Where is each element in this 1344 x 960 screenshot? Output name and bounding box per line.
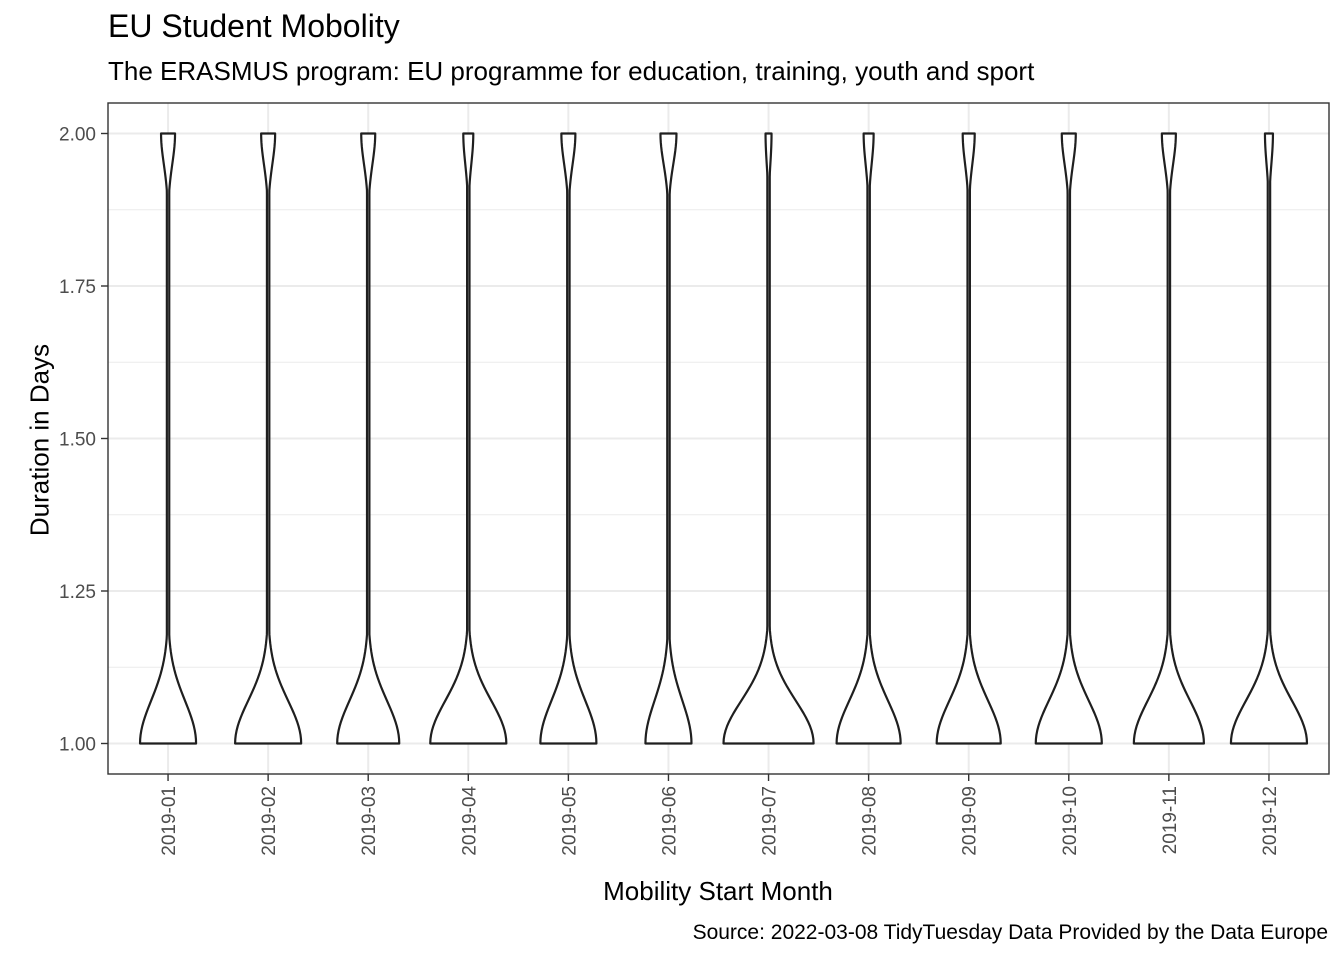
violin-2019-04 (429, 132, 508, 745)
x-tick-label: 2019-05 (559, 786, 580, 856)
x-tick-label: 2019-04 (459, 786, 480, 856)
violin-2019-12 (1229, 132, 1309, 745)
x-tick-label: 2019-03 (359, 786, 380, 856)
chart-title: EU Student Mobolity (108, 8, 400, 44)
y-tick-label: 1.25 (59, 582, 96, 603)
x-tick-label: 2019-12 (1260, 786, 1281, 856)
x-tick-label: 2019-09 (960, 786, 981, 856)
y-tick-label: 1.50 (59, 430, 96, 451)
violin-2019-11 (1132, 132, 1205, 745)
y-tick-label: 1.75 (59, 277, 96, 298)
x-axis-label: Mobility Start Month (603, 876, 833, 906)
violin-2019-05 (539, 132, 598, 745)
violin-2019-03 (336, 132, 401, 745)
x-tick-label: 2019-07 (760, 786, 781, 856)
x-tick-label: 2019-02 (259, 786, 280, 856)
violin-2019-07 (722, 132, 815, 745)
chart-subtitle: The ERASMUS program: EU programme for ed… (108, 56, 1035, 86)
violin-2019-09 (935, 132, 1002, 745)
chart-caption: Source: 2022-03-08 TidyTuesday Data Prov… (692, 921, 1328, 944)
violin-2019-08 (835, 132, 902, 745)
x-tick-label: 2019-11 (1160, 786, 1181, 854)
y-tick-label: 1.00 (59, 735, 96, 756)
x-tick-label: 2019-08 (860, 786, 881, 856)
y-tick-label: 2.00 (59, 125, 96, 146)
x-tick-label: 2019-06 (659, 786, 680, 856)
violin-2019-10 (1034, 132, 1103, 745)
violin-2019-06 (644, 132, 693, 745)
violin-2019-02 (234, 132, 303, 745)
x-tick-label: 2019-10 (1060, 786, 1081, 856)
violin-2019-01 (138, 132, 198, 745)
x-tick-label: 2019-01 (159, 786, 180, 856)
